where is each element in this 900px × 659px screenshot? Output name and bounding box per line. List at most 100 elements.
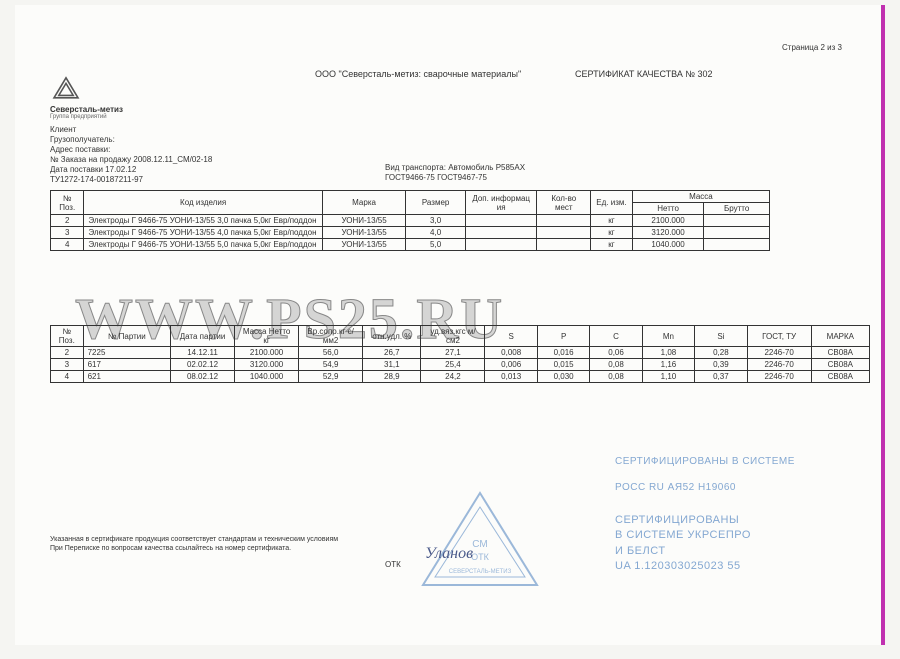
cell-mark: УОНИ-13/55 <box>322 215 405 227</box>
col-dop: Доп. информац ия <box>465 191 537 215</box>
client-l1: Клиент <box>50 125 212 135</box>
col-party: № Партии <box>83 326 170 347</box>
col-si: Si <box>695 326 747 347</box>
cell-unit: кг <box>591 239 633 251</box>
col-mass: Масса <box>632 191 769 203</box>
cell: 1,16 <box>642 359 694 371</box>
cell-code: Электроды Г 9466-75 УОНИ-13/55 3,0 пачка… <box>84 215 322 227</box>
cell-qty <box>537 227 591 239</box>
cell-unit: кг <box>591 227 633 239</box>
cell-pos: 2 <box>51 215 84 227</box>
svg-text:СЕВЕРСТАЛЬ-МЕТИЗ: СЕВЕРСТАЛЬ-МЕТИЗ <box>449 569 512 575</box>
cell-pos: 4 <box>51 239 84 251</box>
stamp-r6: UA 1.120303025023 55 <box>615 559 795 574</box>
footer-l2: При Переписке по вопросам качества ссыла… <box>50 544 338 553</box>
footer-l1: Указанная в сертификате продукция соотве… <box>50 535 338 544</box>
cell: 1,08 <box>642 347 694 359</box>
cell: СВ08А <box>811 371 869 383</box>
cell: 2246-70 <box>747 347 811 359</box>
col-mass: Масса Нетто кг <box>235 326 299 347</box>
col-gost: ГОСТ, ТУ <box>747 326 811 347</box>
cell-dop <box>465 227 537 239</box>
otk-label: ОТК <box>385 560 401 569</box>
cell-size: 4,0 <box>406 227 466 239</box>
transport-l1: Вид транспорта: Автомобиль Р585АХ <box>385 163 525 173</box>
table-header-row: № Поз. № Партии Дата партии Масса Нетто … <box>51 326 870 347</box>
table-row: 2 Электроды Г 9466-75 УОНИ-13/55 3,0 пач… <box>51 215 770 227</box>
cell-size: 5,0 <box>406 239 466 251</box>
svg-text:ОТК: ОТК <box>471 552 489 562</box>
cell-unit: кг <box>591 215 633 227</box>
chemistry-table: № Поз. № Партии Дата партии Масса Нетто … <box>50 325 870 383</box>
products-table: № Поз. Код изделия Марка Размер Доп. инф… <box>50 190 770 251</box>
cell: 08.02.12 <box>170 371 234 383</box>
transport-l2: ГОСТ9466-75 ГОСТ9467-75 <box>385 173 525 183</box>
cell: 617 <box>83 359 170 371</box>
cell: 2246-70 <box>747 359 811 371</box>
cell: 0,37 <box>695 371 747 383</box>
cell: 1040.000 <box>235 371 299 383</box>
table-row: 3 617 02.02.12 3120.000 54,9 31,1 25,4 0… <box>51 359 870 371</box>
col-p: P <box>537 326 589 347</box>
cell-size: 3,0 <box>406 215 466 227</box>
cell-brutto <box>704 239 770 251</box>
table-row: 3 Электроды Г 9466-75 УОНИ-13/55 4,0 пач… <box>51 227 770 239</box>
client-l3: Адрес поставки: <box>50 145 212 155</box>
cell-code: Электроды Г 9466-75 УОНИ-13/55 4,0 пачка… <box>84 227 322 239</box>
cell-qty <box>537 239 591 251</box>
col-mark: Марка <box>322 191 405 215</box>
company-sub: Группа предприятий <box>50 114 123 120</box>
col-marka: МАРКА <box>811 326 869 347</box>
cell: 0,28 <box>695 347 747 359</box>
cell: 1,10 <box>642 371 694 383</box>
cell: 28,9 <box>363 371 421 383</box>
severstal-logo-icon <box>50 75 82 103</box>
certification-stamps: СЕРТИФИЦИРОВАНЫ В СИСТЕМЕ РОСС RU АЯ52 Н… <box>615 455 795 575</box>
table-header-row: № Поз. Код изделия Марка Размер Доп. инф… <box>51 191 770 203</box>
transport-info: Вид транспорта: Автомобиль Р585АХ ГОСТ94… <box>385 163 525 183</box>
col-code: Код изделия <box>84 191 322 215</box>
col-date: Дата партии <box>170 326 234 347</box>
col-mn: Mn <box>642 326 694 347</box>
cell: 2100.000 <box>235 347 299 359</box>
col-pos: № Поз. <box>51 191 84 215</box>
cell: 14.12.11 <box>170 347 234 359</box>
stamp-r2: РОСС RU АЯ52 Н19060 <box>615 481 795 495</box>
footer-notes: Указанная в сертификате продукция соотве… <box>50 535 338 553</box>
cell: 621 <box>83 371 170 383</box>
client-l6: ТУ1272-174-00187211-97 <box>50 175 212 185</box>
cell: 3 <box>51 359 84 371</box>
certificate-page: Страница 2 из 3 Северсталь-метиз Группа … <box>15 5 885 645</box>
cell: 0,015 <box>537 359 589 371</box>
client-l5: Дата поставки 17.02.12 <box>50 165 212 175</box>
cell-brutto <box>704 227 770 239</box>
stamp-r1: СЕРТИФИЦИРОВАНЫ В СИСТЕМЕ <box>615 455 795 469</box>
company-name: Северсталь-метиз <box>50 105 123 114</box>
cell: 24,2 <box>421 371 485 383</box>
cert-number: 302 <box>698 69 713 79</box>
right-edge-line <box>881 5 882 645</box>
cell: 0,006 <box>485 359 537 371</box>
col-netto: Нетто <box>632 203 704 215</box>
table-row: 2 7225 14.12.11 2100.000 56,0 26,7 27,1 … <box>51 347 870 359</box>
cell: 52,9 <box>299 371 363 383</box>
page-number: Страница 2 из 3 <box>782 43 842 52</box>
cell: 2 <box>51 347 84 359</box>
cell: 0,06 <box>590 347 642 359</box>
client-l2: Грузополучатель: <box>50 135 212 145</box>
col-c: C <box>590 326 642 347</box>
cell-netto: 2100.000 <box>632 215 704 227</box>
cell-code: Электроды Г 9466-75 УОНИ-13/55 5,0 пачка… <box>84 239 322 251</box>
cell: 54,9 <box>299 359 363 371</box>
cell-qty <box>537 215 591 227</box>
cell: 0,008 <box>485 347 537 359</box>
cell: 2246-70 <box>747 371 811 383</box>
cell-dop <box>465 215 537 227</box>
cell: 7225 <box>83 347 170 359</box>
cert-label: СЕРТИФИКАТ КАЧЕСТВА № <box>575 69 695 79</box>
cell: 0,013 <box>485 371 537 383</box>
cell: 02.02.12 <box>170 359 234 371</box>
col-brutto: Брутто <box>704 203 770 215</box>
col-s: S <box>485 326 537 347</box>
col-vr: Вр.сопр.кг с/мм2 <box>299 326 363 347</box>
